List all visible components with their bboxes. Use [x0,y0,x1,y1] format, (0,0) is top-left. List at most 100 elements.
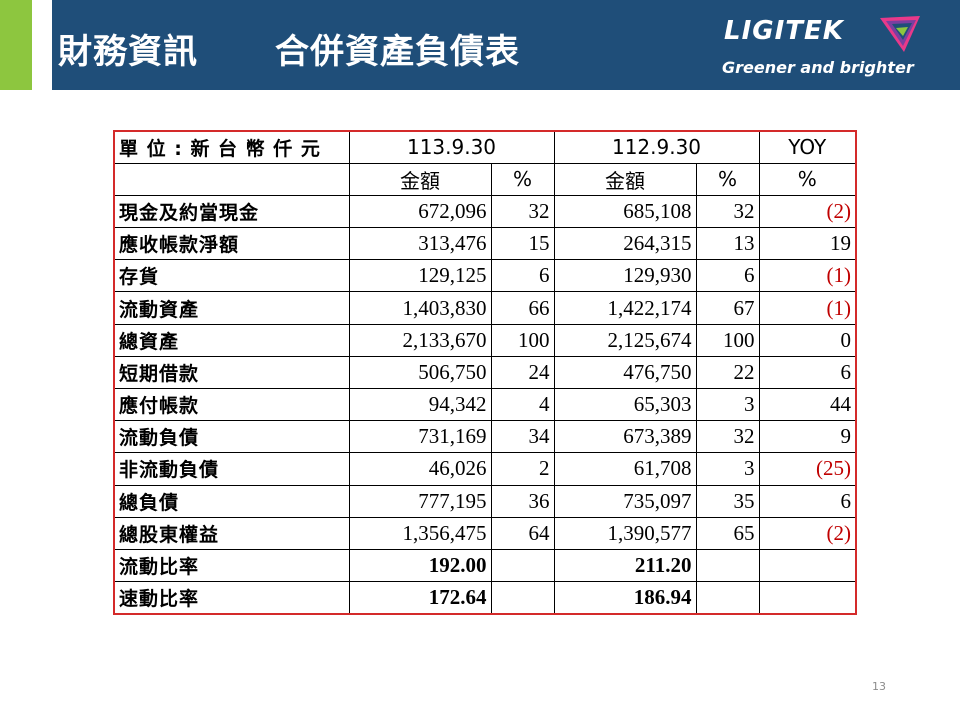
row-label: 存貨 [113,259,350,293]
yoy-value: (25) [758,452,857,486]
current-amount: 129,125 [348,259,492,293]
current-amount: 731,169 [348,420,492,454]
prior-ratio-value: 186.94 [553,581,697,615]
prior-pct: 32 [695,194,760,229]
empty-cell [758,548,857,583]
prior-amount: 1,422,174 [553,291,697,325]
prior-amount: 685,108 [553,194,697,229]
logo-wordmark: LIGITEK [724,16,844,46]
current-amount: 506,750 [348,355,492,390]
yoy-value: 19 [758,227,857,261]
statement-title: 合併資產負債表 [275,32,521,72]
row-label: 總負債 [113,484,350,518]
current-amount-header: 金額 [348,162,492,196]
prior-pct: 100 [695,323,760,357]
prior-pct: 65 [695,516,760,550]
row-label: 短期借款 [113,355,350,390]
current-pct: 6 [490,259,555,293]
ratio-row: 流動比率 192.00 211.20 [113,548,857,583]
ligitek-logo-icon [880,16,920,52]
table-row: 總資產 2,133,670 100 2,125,674 100 0 [113,323,857,357]
prior-amount: 735,097 [553,484,697,518]
page-number: 13 [872,680,886,693]
row-label: 總股東權益 [113,516,350,550]
accent-bar [0,0,32,90]
prior-pct: 22 [695,355,760,390]
prior-amount: 673,389 [553,420,697,454]
current-amount: 1,356,475 [348,516,492,550]
table-row: 流動負債 731,169 34 673,389 32 9 [113,420,857,454]
period-current-header: 113.9.30 [348,130,555,164]
row-label: 流動負債 [113,420,350,454]
logo-tagline: Greener and brighter [722,58,914,77]
row-label: 現金及約當現金 [113,194,350,229]
prior-amount: 476,750 [553,355,697,390]
current-ratio-value: 172.64 [348,581,492,615]
unit-label: 單 位 : 新 台 幣 仟 元 [113,130,350,164]
current-amount: 777,195 [348,484,492,518]
yoy-header: YOY [758,130,857,164]
current-pct: 2 [490,452,555,486]
section-title: 財務資訊 [58,32,198,72]
header-row: 單 位 : 新 台 幣 仟 元 113.9.30 112.9.30 YOY [113,130,857,164]
current-pct: 36 [490,484,555,518]
table-row: 應付帳款 94,342 4 65,303 3 44 [113,387,857,422]
current-amount: 1,403,830 [348,291,492,325]
empty-cell [695,548,760,583]
current-ratio-value: 192.00 [348,548,492,583]
yoy-value: 6 [758,484,857,518]
current-pct: 4 [490,387,555,422]
prior-pct: 13 [695,227,760,261]
current-pct: 24 [490,355,555,390]
table-row: 總股東權益 1,356,475 64 1,390,577 65 (2) [113,516,857,550]
prior-pct: 6 [695,259,760,293]
current-pct: 64 [490,516,555,550]
current-pct: 34 [490,420,555,454]
current-amount: 94,342 [348,387,492,422]
table-row: 短期借款 506,750 24 476,750 22 6 [113,355,857,390]
prior-pct: 67 [695,291,760,325]
prior-pct: 32 [695,420,760,454]
current-amount: 2,133,670 [348,323,492,357]
subheader-empty [113,162,350,196]
subheader-row: 金額 % 金額 % % [113,162,857,196]
page-title: 財務資訊 合併資產負債表 [58,24,520,73]
row-label: 流動資產 [113,291,350,325]
prior-amount: 61,708 [553,452,697,486]
current-pct: 15 [490,227,555,261]
prior-amount-header: 金額 [553,162,697,196]
row-label: 非流動負債 [113,452,350,486]
prior-pct: 3 [695,387,760,422]
table-row: 非流動負債 46,026 2 61,708 3 (25) [113,452,857,486]
ratio-label: 速動比率 [113,581,350,615]
prior-pct: 3 [695,452,760,486]
prior-pct-header: % [695,162,760,196]
prior-amount: 1,390,577 [553,516,697,550]
logo: LIGITEK Greener and brighter [722,12,932,82]
yoy-pct-header: % [758,162,857,196]
row-label: 應收帳款淨額 [113,227,350,261]
empty-cell [758,581,857,615]
current-pct-header: % [490,162,555,196]
yoy-value: (1) [758,259,857,293]
prior-amount: 129,930 [553,259,697,293]
empty-cell [490,548,555,583]
current-amount: 46,026 [348,452,492,486]
table-row: 現金及約當現金 672,096 32 685,108 32 (2) [113,194,857,229]
table-row: 總負債 777,195 36 735,097 35 6 [113,484,857,518]
prior-ratio-value: 211.20 [553,548,697,583]
empty-cell [695,581,760,615]
current-amount: 313,476 [348,227,492,261]
yoy-value: (1) [758,291,857,325]
yoy-value: 44 [758,387,857,422]
table-row: 流動資產 1,403,830 66 1,422,174 67 (1) [113,291,857,325]
row-label: 應付帳款 [113,387,350,422]
current-amount: 672,096 [348,194,492,229]
balance-sheet-table: 單 位 : 新 台 幣 仟 元 113.9.30 112.9.30 YOY 金額… [113,130,857,615]
current-pct: 100 [490,323,555,357]
table-row: 應收帳款淨額 313,476 15 264,315 13 19 [113,227,857,261]
ratio-row: 速動比率 172.64 186.94 [113,581,857,615]
prior-amount: 264,315 [553,227,697,261]
yoy-value: (2) [758,194,857,229]
yoy-value: 6 [758,355,857,390]
